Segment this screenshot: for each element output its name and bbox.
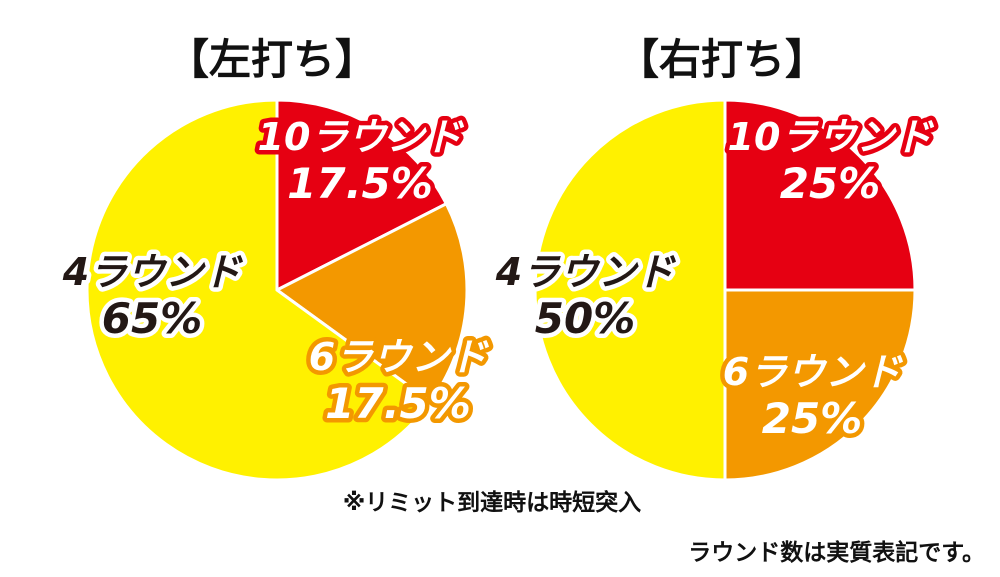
slice-percent-round10: 25% (780, 159, 881, 208)
slice-label-round6: 6ラウンド (723, 350, 903, 394)
slice-label-round10: 10ラウンド (728, 115, 935, 159)
pie-slice-round6 (274, 201, 469, 404)
pie-right-title: 【右打ち】 (617, 35, 827, 84)
pie-slice-round6 (723, 288, 917, 482)
pie-left-slices (85, 98, 469, 482)
pie-left-title: 【左打ち】 (167, 35, 377, 84)
slice-percent-round4: 65% (102, 294, 203, 343)
slice-label-round6: 6ラウンド (309, 335, 489, 379)
round-note: ラウンド数は実質表記です。 (688, 539, 985, 566)
pie-slice-round4 (85, 98, 433, 482)
slice-label-round4: 4ラウンド (62, 250, 243, 294)
limit-note: ※リミット到達時は時短突入 (343, 489, 641, 516)
pie-slice-round10 (275, 98, 449, 293)
slice-percent-round4: 50% (535, 294, 636, 343)
pie-slice-round10 (723, 98, 917, 292)
pie-right-slices (533, 98, 917, 482)
slice-percent-round6: 25% (762, 394, 863, 443)
slice-percent-round6: 17.5% (325, 379, 471, 428)
pie-slice-round4 (533, 98, 727, 482)
slice-label-round10: 10ラウンド (258, 115, 465, 159)
slice-percent-round10: 17.5% (287, 159, 433, 208)
slice-label-round4: 4ラウンド (495, 250, 676, 294)
